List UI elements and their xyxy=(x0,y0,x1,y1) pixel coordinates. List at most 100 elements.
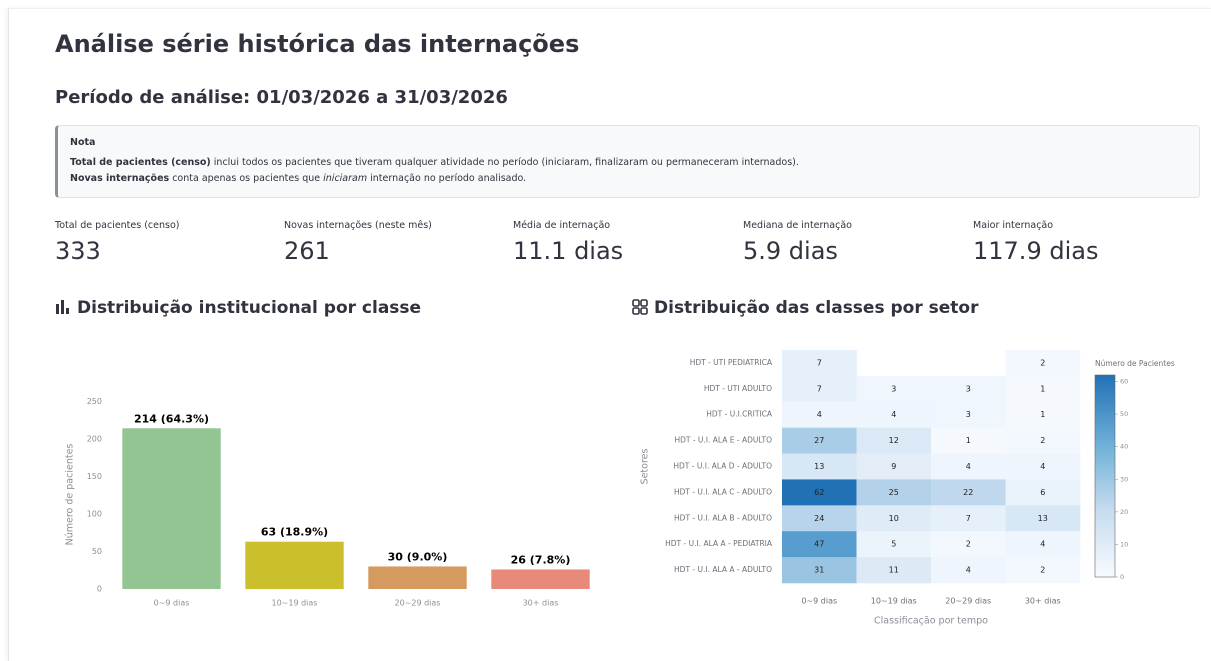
cell-label: 1 xyxy=(1040,384,1045,393)
cell-label: 47 xyxy=(814,540,824,549)
data-label: 30 (9.0%) xyxy=(388,550,448,563)
heatmap-cell xyxy=(782,557,857,584)
heatmap-cell xyxy=(1005,531,1081,558)
cell-label: 13 xyxy=(814,462,824,471)
chart-title-row: Distribuição institucional por classe xyxy=(55,298,421,318)
cell-label: 2 xyxy=(1040,566,1045,575)
note-line: Total de pacientes (censo) inclui todos … xyxy=(70,155,1187,171)
heatmap-cell xyxy=(1005,505,1081,532)
cell-label: 13 xyxy=(1038,514,1048,523)
heatmap-cell xyxy=(856,479,932,506)
data-label: 214 (64.3%) xyxy=(134,412,209,425)
heatmap-cell xyxy=(782,505,857,532)
bar-icon xyxy=(56,300,69,314)
x-tick-label: 0~9 dias xyxy=(154,599,190,608)
data-label: 63 (18.9%) xyxy=(261,526,328,539)
colorbar-tick-label: 0 xyxy=(1120,573,1124,581)
chart-title: Distribuição das classes por setor xyxy=(654,298,979,318)
colorbar-tick-label: 60 xyxy=(1120,378,1128,386)
x-tick-label: 30+ dias xyxy=(523,599,559,608)
cell-label: 4 xyxy=(1040,462,1045,471)
note-text: internação no período analisado. xyxy=(367,173,527,184)
x-tick-label: 20~29 dias xyxy=(945,597,991,606)
cell-label: 25 xyxy=(889,488,899,497)
y-tick-label: HDT - U.I. ALA E - ADULTO xyxy=(674,436,772,445)
heatmap-cell xyxy=(782,479,857,506)
metric-label: Média de internação xyxy=(513,220,611,231)
x-tick-label: 30+ dias xyxy=(1025,597,1061,606)
y-tick-label: 150 xyxy=(87,472,102,481)
x-tick-label: 10~19 dias xyxy=(272,599,318,608)
heatmap-cell xyxy=(1005,350,1081,377)
metric: Mediana de internação 5.9 dias xyxy=(743,220,852,265)
heatmap-cell xyxy=(931,557,1006,584)
metric: Média de internação 11.1 dias xyxy=(513,220,623,265)
metric-label: Total de pacientes (censo) xyxy=(55,220,180,231)
y-tick-label: HDT - UTI ADULTO xyxy=(704,384,772,393)
metric-value: 333 xyxy=(55,237,101,265)
colorbar-tick-label: 10 xyxy=(1120,540,1128,548)
y-tick-label: HDT - U.I. ALA B - ADULTO xyxy=(674,513,772,522)
cell-label: 6 xyxy=(1040,488,1045,497)
heatmap-cell xyxy=(1005,453,1081,480)
colorbar-tick-label: 40 xyxy=(1120,443,1128,451)
heatmap-cell xyxy=(931,427,1006,454)
bar xyxy=(122,428,221,589)
cell-label: 27 xyxy=(814,436,824,445)
heatmap-cell xyxy=(931,401,1006,428)
data-label: 26 (7.8%) xyxy=(511,553,571,566)
metric-label: Novas internações (neste mês) xyxy=(284,220,432,231)
colorbar-tick-label: 50 xyxy=(1120,410,1128,418)
heatmap-cell xyxy=(782,401,857,428)
metric-label: Mediana de internação xyxy=(743,220,852,231)
chart-title: Distribuição institucional por classe xyxy=(77,298,422,318)
y-tick-label: 250 xyxy=(87,397,102,406)
y-tick-label: HDT - U.I.CRITICA xyxy=(706,410,773,419)
x-tick-label: 0~9 dias xyxy=(801,597,837,606)
cell-label: 5 xyxy=(891,540,896,549)
heatmap-cell xyxy=(1005,479,1081,506)
grid-icon xyxy=(632,299,648,315)
cell-label: 7 xyxy=(817,358,822,367)
cell-label: 4 xyxy=(966,566,971,575)
heatmap-cell xyxy=(1005,401,1081,428)
bar xyxy=(368,566,467,589)
cell-label: 2 xyxy=(966,540,971,549)
x-tick-label: 20~29 dias xyxy=(395,599,441,608)
heatmap-cell xyxy=(856,375,932,403)
y-tick-label: 50 xyxy=(92,547,102,556)
colorbar-title: Número de Pacientes xyxy=(1095,359,1175,368)
cell-label: 62 xyxy=(814,488,824,497)
cell-label: 11 xyxy=(889,566,899,575)
y-axis-label: Número de pacientes xyxy=(65,444,76,546)
cell-label: 1 xyxy=(1040,410,1045,419)
cell-label: 2 xyxy=(1040,436,1045,445)
cell-label: 4 xyxy=(817,410,822,419)
metric: Total de pacientes (censo) 333 xyxy=(55,220,179,265)
colorbar xyxy=(1094,374,1116,578)
heatmap-cell xyxy=(1005,375,1081,403)
heatmap-cell xyxy=(782,427,857,454)
metric-value: 261 xyxy=(284,237,330,265)
cell-label: 4 xyxy=(891,410,896,419)
y-tick-label: HDT - U.I. ALA D - ADULTO xyxy=(673,462,772,471)
y-tick-label: HDT - U.I. ALA A - ADULTO xyxy=(674,565,772,574)
heatmap-cell xyxy=(856,557,932,584)
y-tick-label: HDT - UTI PEDIATRICA xyxy=(690,358,773,367)
bar xyxy=(491,569,590,589)
heatmap-cell xyxy=(931,375,1006,403)
colorbar-tick-label: 20 xyxy=(1120,508,1128,516)
heatmap-cell xyxy=(782,453,857,480)
y-tick-label: HDT - U.I. ALA A - PEDIATRIA xyxy=(665,539,773,548)
cell-label: 12 xyxy=(889,436,899,445)
note-italic: iniciaram xyxy=(323,173,368,184)
metric-value: 11.1 dias xyxy=(513,237,624,265)
cell-label: 3 xyxy=(966,410,971,419)
cell-label: 9 xyxy=(891,462,896,471)
metric-label: Maior internação xyxy=(973,220,1054,231)
cell-label: 31 xyxy=(814,566,824,575)
note-line: Novas internações conta apenas os pacien… xyxy=(70,171,1187,187)
heatmap-cell xyxy=(931,531,1006,558)
y-tick-label: HDT - U.I. ALA C - ADULTO xyxy=(674,487,772,496)
